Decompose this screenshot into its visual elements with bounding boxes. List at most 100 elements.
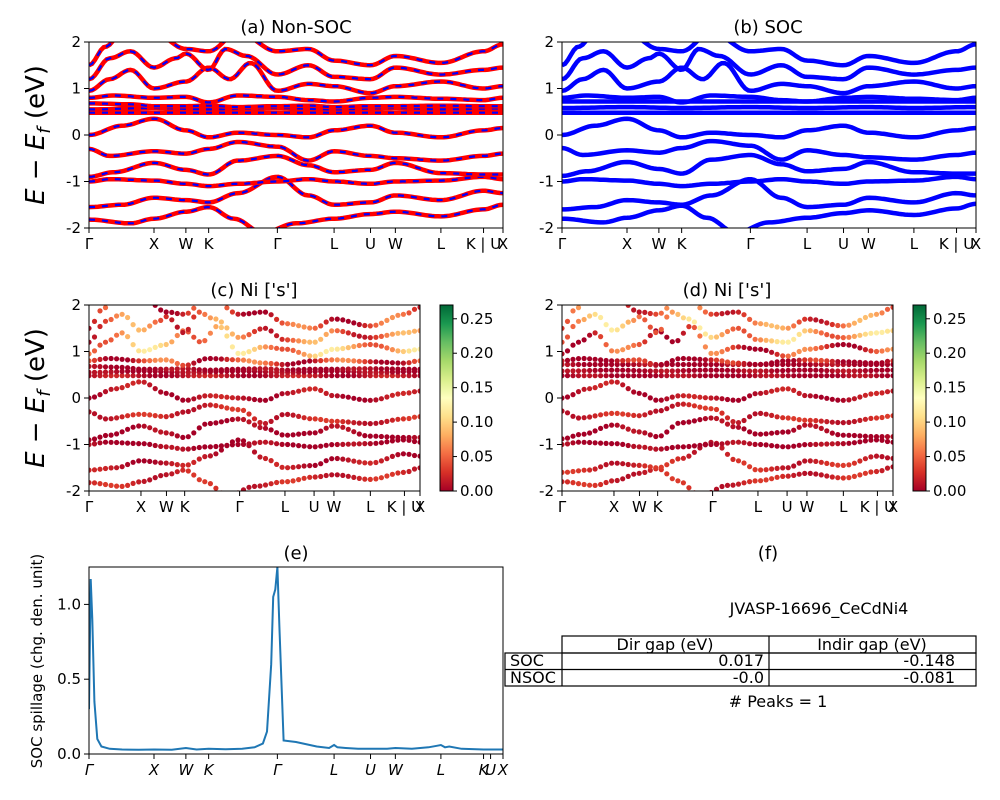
panel-c-point-5-1 xyxy=(91,394,98,400)
panel-d-point-9-11 xyxy=(620,358,626,364)
panel-c-point-5-39 xyxy=(301,387,307,393)
panel-d-point-12-5 xyxy=(587,293,592,298)
panel-c-point-5-58 xyxy=(406,390,412,396)
panel-c-point-9-14 xyxy=(163,357,169,363)
panel-c-point-1-47 xyxy=(345,457,351,463)
panel-c-point-9-13 xyxy=(158,357,164,363)
panel-d-point-8-13 xyxy=(631,361,637,368)
panel-c-point-9-38 xyxy=(296,360,302,366)
panel-c-point-11-23 xyxy=(213,316,219,322)
panel-c-point-0-39 xyxy=(301,475,307,481)
panel-d-point-11-46 xyxy=(813,328,819,335)
panel-d-point-1-11 xyxy=(620,461,626,467)
panel-d-point-0-35 xyxy=(752,478,758,484)
panel-c-point-9-53 xyxy=(378,359,384,365)
panel-d-point-10-59 xyxy=(884,347,891,353)
panel-d-kpoint-label-4: Γ xyxy=(708,498,717,516)
panel-d-point-8-47 xyxy=(818,361,824,368)
panel-d-point-5-28 xyxy=(713,395,720,401)
panel-d-colorbar-label-1: 0.05 xyxy=(933,448,966,466)
panel-d-point-4-1 xyxy=(564,410,571,416)
panel-c-point-2-34 xyxy=(274,441,280,447)
panel-c-point-9-35 xyxy=(279,361,285,368)
panel-d-point-4-26 xyxy=(702,405,709,411)
panel-d-point-6-43 xyxy=(796,373,802,379)
panel-c-point-10-47 xyxy=(345,345,351,351)
panel-c-point-4-37 xyxy=(290,412,296,418)
panel-d-point-10-36 xyxy=(758,346,764,352)
panel-d-point-2-15 xyxy=(642,444,648,450)
panel-d-point-8-26 xyxy=(702,361,709,368)
panel-c-point-3-47 xyxy=(345,426,351,432)
panel-c-point-1-38 xyxy=(296,464,302,470)
panel-c-point-2-32 xyxy=(262,439,269,445)
panel-c-point-1-37 xyxy=(290,464,296,470)
panel-d-point-10-12 xyxy=(625,344,631,350)
panel-c-point-2-49 xyxy=(356,441,362,447)
panel-d-point-10-31 xyxy=(730,344,736,350)
panel-b-ytick-label-3: 1 xyxy=(544,80,554,98)
panel-d-point-11-23 xyxy=(686,316,692,322)
panel-d-point-11-55 xyxy=(862,331,869,337)
panel-c-point-0-12 xyxy=(152,475,158,481)
panel-c-point-8-32 xyxy=(262,366,269,372)
panel-d-point-6-0 xyxy=(562,373,565,379)
panel-d-point-2-30 xyxy=(724,440,731,446)
panel-d-point-7-15 xyxy=(642,368,648,374)
panel-c-point-4-29 xyxy=(246,411,252,417)
panel-d-point-8-23 xyxy=(686,361,692,368)
panel-c-point-11-59 xyxy=(411,328,418,334)
panel-d-point-1-51 xyxy=(840,462,846,468)
panel-c-point-5-23 xyxy=(213,393,219,399)
panel-e-kpoint-label-3: K xyxy=(204,761,215,779)
panel-d-point-12-19 xyxy=(664,305,670,311)
panel-a-band-0-down xyxy=(89,203,503,228)
panel-d-point-11-17 xyxy=(653,329,659,336)
panel-d-point-11-20 xyxy=(669,309,675,315)
panel-a-band-5-down xyxy=(89,117,503,139)
panel-c-point-9-6 xyxy=(119,356,125,362)
panel-c-point-0-43 xyxy=(323,472,329,479)
panel-c-point-6-23 xyxy=(213,373,219,379)
panel-c-point-6-39 xyxy=(301,373,307,379)
panel-c-point-10-32 xyxy=(262,344,269,350)
panel-d-point-4-40 xyxy=(780,415,786,421)
panel-c-point-11-31 xyxy=(257,326,263,332)
panel-d-point-9-8 xyxy=(603,357,609,364)
panel-c-point-6-57 xyxy=(400,373,406,379)
panel-d-point-12-48 xyxy=(824,320,830,326)
panel-c-point-7-4 xyxy=(108,369,114,375)
panel-d-point-7-33 xyxy=(741,368,747,374)
panel-c-point-9-3 xyxy=(102,356,109,362)
panel-d-point-5-30 xyxy=(724,396,731,403)
panel-c-point-5-3 xyxy=(102,389,109,395)
panel-c-point-5-44 xyxy=(329,392,335,399)
panel-c-point-4-24 xyxy=(218,404,224,410)
panel-c-point-12-26 xyxy=(229,309,235,315)
panel-a-band-4-up xyxy=(89,139,503,163)
panel-d-point-5-0 xyxy=(562,395,565,401)
panel-c-ytick-label-4: 2 xyxy=(71,296,81,314)
panel-c-kpoint-label-10: X xyxy=(415,498,425,516)
panel-c-point-6-30 xyxy=(251,373,258,379)
panel-d-point-3-45 xyxy=(807,422,813,428)
panel-d-point-1-10 xyxy=(614,460,620,466)
panel-d-point-0-49 xyxy=(829,474,835,480)
panel-d-point-8-25 xyxy=(697,361,703,368)
panel-c-point-11-24 xyxy=(218,319,224,325)
panel-d-point-7-26 xyxy=(702,367,709,373)
panel-c-point-5-8 xyxy=(130,380,136,386)
panel-f-title: (f) xyxy=(758,543,778,564)
panel-c-point-3-57 xyxy=(400,434,406,441)
panel-c-point-0-54 xyxy=(384,473,390,479)
gap-table-row-nsoc-label: NSOC xyxy=(510,668,556,687)
panel-c-point-5-12 xyxy=(152,386,158,392)
panel-c-point-10-19 xyxy=(191,334,197,340)
panel-d-point-9-39 xyxy=(774,359,780,365)
panel-c-point-6-27 xyxy=(235,373,241,379)
panel-d-point-5-39 xyxy=(774,387,780,393)
panel-c-point-12-35 xyxy=(279,320,285,326)
panel-c-point-3-8 xyxy=(130,424,136,430)
panel-d-point-10-3 xyxy=(575,339,582,345)
